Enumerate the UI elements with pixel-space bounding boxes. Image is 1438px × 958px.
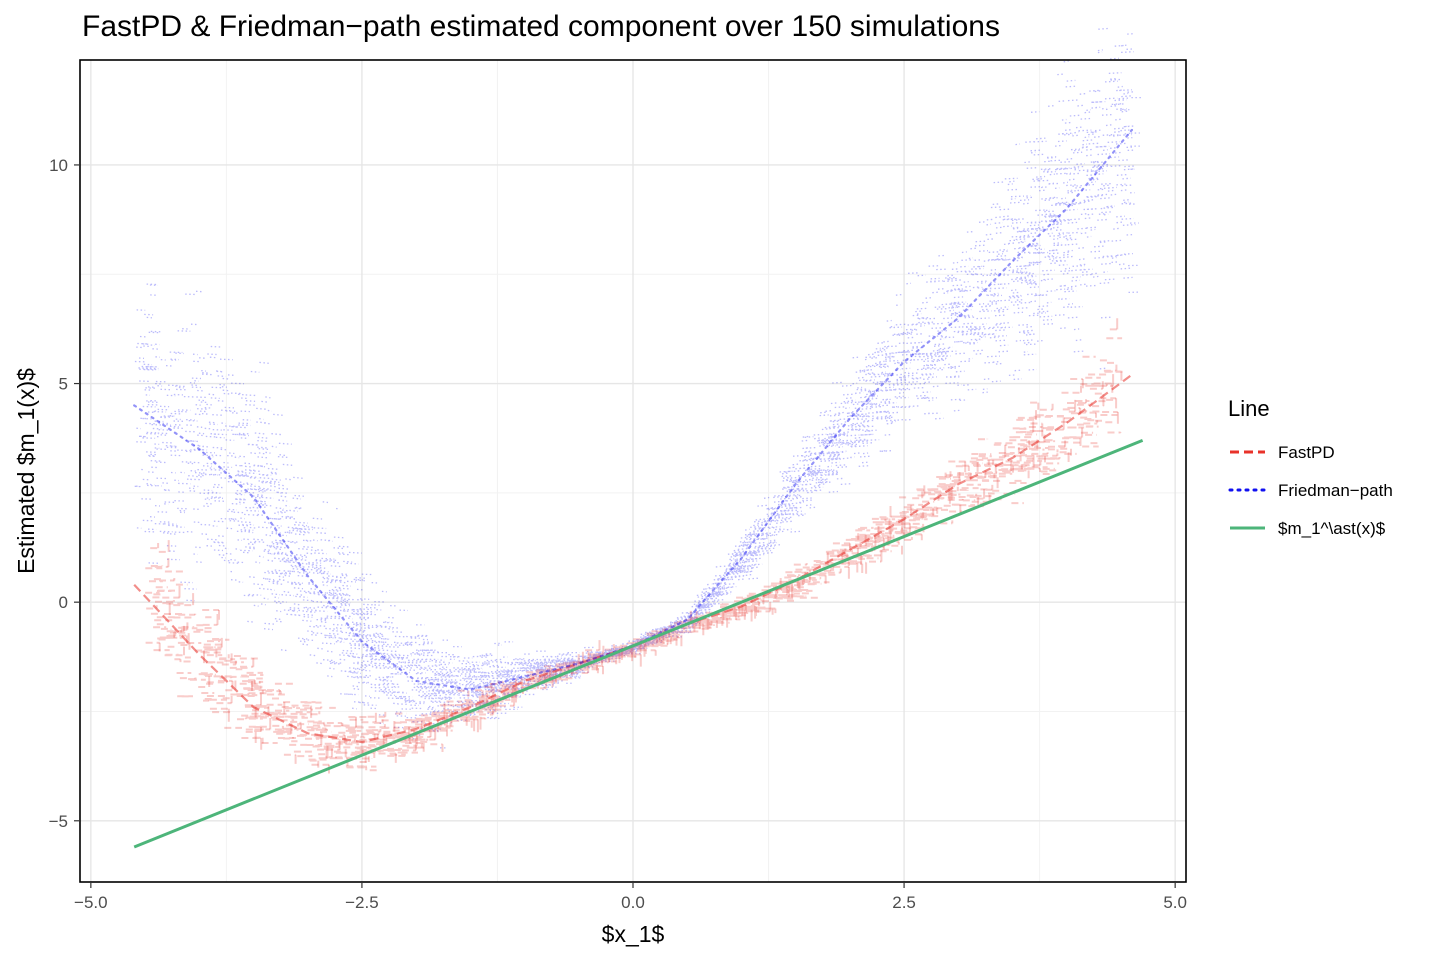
true-component-line [133,439,1144,849]
plot-panel [79,27,1187,883]
y-tick-label: −5 [49,812,68,831]
legend-label-fastpd: FastPD [1278,443,1335,462]
y-axis-title: Estimated $m_1(x)$ [13,368,39,574]
grid-lines [80,60,1186,882]
legend-label-true-component: $m_1^\ast(x)$ [1278,519,1386,538]
legend-label-friedman-path: Friedman−path [1278,481,1393,500]
legend-title: Line [1228,396,1270,421]
x-axis: −5.0 −2.5 0.0 2.5 5.0 [74,882,1187,912]
x-tick-label: 2.5 [892,893,916,912]
x-tick-label: −5.0 [74,893,108,912]
chart-title: FastPD & Friedman−path estimated compone… [82,10,1000,43]
y-tick-label: 0 [59,593,68,612]
legend: Line FastPD Friedman−path $m_1^\ast(x)$ [1228,396,1393,538]
x-tick-label: −2.5 [345,893,379,912]
y-tick-label: 10 [49,156,68,175]
x-tick-label: 0.0 [621,893,645,912]
y-axis: −5 0 5 10 [49,156,80,831]
y-tick-label: 5 [59,375,68,394]
x-tick-label: 5.0 [1163,893,1187,912]
series-lines [133,128,1144,849]
x-axis-title: $x_1$ [602,921,665,947]
